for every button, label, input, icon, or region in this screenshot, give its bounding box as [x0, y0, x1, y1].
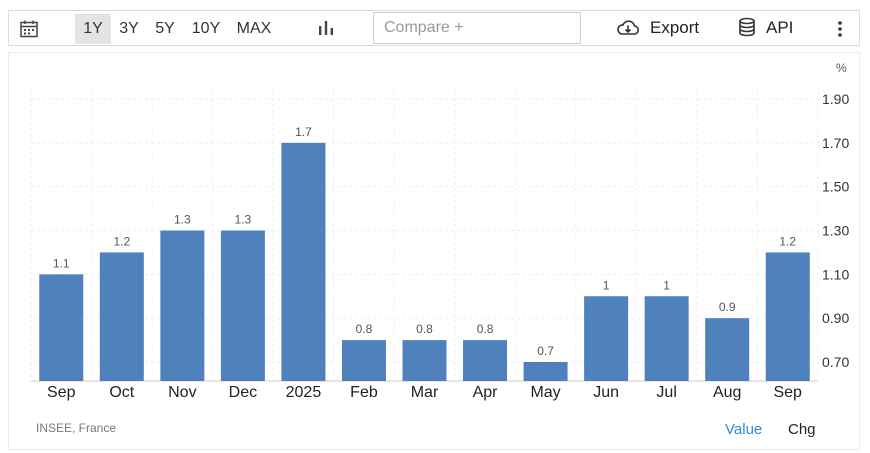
y-tick-label: 1.50	[822, 179, 849, 195]
chart-frame	[8, 52, 860, 450]
x-tick-label: 2025	[286, 384, 322, 401]
export-label: Export	[650, 18, 700, 37]
data-label: 0.7	[537, 344, 554, 358]
bar	[402, 340, 447, 381]
bar	[160, 230, 205, 381]
bar	[341, 340, 386, 381]
database-icon	[739, 17, 755, 37]
data-label: 1	[663, 278, 670, 292]
x-tick-label: Dec	[229, 384, 257, 401]
data-label: 1	[603, 278, 610, 292]
range-max-button[interactable]: MAX	[236, 20, 272, 37]
calendar-icon[interactable]	[19, 19, 39, 39]
x-tick-label: Feb	[350, 384, 378, 401]
bar	[39, 274, 84, 381]
bar	[463, 340, 508, 381]
y-unit-label: %	[836, 61, 847, 75]
x-tick-label: Apr	[473, 384, 499, 401]
bar	[281, 142, 326, 381]
bar	[220, 230, 265, 381]
export-button[interactable]: Export	[616, 12, 708, 44]
range-3y-button[interactable]: 3Y	[119, 20, 139, 37]
x-tick-label: Mar	[411, 384, 439, 401]
x-tick-label: Aug	[713, 384, 741, 401]
data-label: 0.9	[719, 300, 736, 314]
toolbar: 1Y 3Y 5Y 10Y MAX Export API	[8, 10, 860, 46]
bar	[705, 318, 750, 381]
bar	[644, 296, 689, 381]
bar	[584, 296, 629, 381]
api-label: API	[766, 18, 794, 37]
data-label: 1.1	[53, 256, 70, 270]
y-tick-label: 1.30	[822, 223, 849, 239]
data-label: 1.3	[235, 213, 252, 227]
cloud-download-icon	[617, 20, 640, 35]
compare-input[interactable]	[373, 12, 581, 44]
data-label: 1.7	[295, 125, 312, 139]
y-tick-label: 1.70	[822, 135, 849, 151]
x-tick-label: Oct	[109, 384, 134, 401]
value-toggle[interactable]: Value	[725, 421, 763, 438]
range-1y-button[interactable]: 1Y	[75, 14, 111, 44]
range-10y-button[interactable]: 10Y	[191, 20, 221, 37]
bar-chart-icon[interactable]	[317, 19, 335, 37]
data-label: 0.8	[356, 322, 373, 336]
more-vertical-icon[interactable]	[833, 19, 847, 39]
range-5y-button[interactable]: 5Y	[155, 20, 175, 37]
chg-toggle[interactable]: Chg	[788, 421, 816, 438]
x-tick-label: Sep	[47, 384, 76, 401]
data-label: 1.2	[113, 234, 130, 248]
data-label: 0.8	[416, 322, 433, 336]
y-tick-label: 1.90	[822, 91, 849, 107]
x-tick-label: Nov	[168, 384, 196, 401]
data-label: 0.8	[477, 322, 494, 336]
bar	[523, 362, 568, 381]
x-tick-label: May	[530, 384, 560, 401]
y-tick-label: 1.10	[822, 266, 849, 282]
bar	[765, 252, 810, 381]
data-label: 1.2	[779, 234, 796, 248]
x-tick-label: Jul	[656, 384, 676, 401]
y-tick-label: 0.90	[822, 310, 849, 326]
bar	[99, 252, 144, 381]
source-label: INSEE, France	[36, 421, 117, 435]
data-label: 1.3	[174, 213, 191, 227]
api-button[interactable]: API	[737, 12, 797, 44]
x-tick-label: Jun	[593, 384, 619, 401]
x-tick-label: Sep	[773, 384, 802, 401]
y-tick-label: 0.70	[822, 354, 849, 370]
